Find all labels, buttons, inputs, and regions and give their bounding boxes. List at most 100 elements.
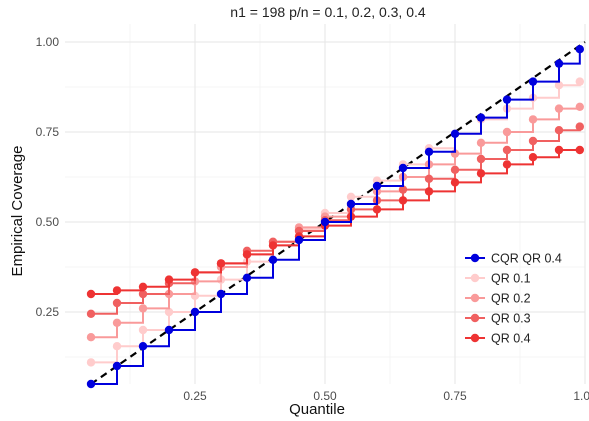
y-tick-label: 0.25 xyxy=(36,305,60,319)
series-point xyxy=(86,333,96,342)
x-tick-label: 0.50 xyxy=(313,389,337,403)
legend-item: CQR QR 0.4 xyxy=(465,252,562,266)
series-point xyxy=(575,77,584,86)
series-point xyxy=(476,138,486,147)
series-point xyxy=(424,187,434,196)
series-point xyxy=(112,361,122,371)
series-3 xyxy=(86,122,584,318)
series-point xyxy=(528,153,538,162)
x-axis-ticks: 0.25 0.50 0.75 1.00 xyxy=(183,389,589,403)
series-point xyxy=(294,235,304,245)
series-point xyxy=(476,154,486,164)
series-point xyxy=(164,275,174,284)
series-point xyxy=(528,77,538,86)
series-point xyxy=(86,289,96,299)
legend-key-point xyxy=(470,313,480,323)
legend-item: QR 0.3 xyxy=(465,312,531,326)
series-point xyxy=(216,259,226,268)
series-point xyxy=(528,115,538,124)
series-point xyxy=(372,205,382,214)
series-step-line xyxy=(91,149,580,295)
series-point xyxy=(216,289,226,299)
series-point xyxy=(138,325,148,335)
series-point xyxy=(86,379,96,389)
series-point xyxy=(268,241,278,250)
series-step-line xyxy=(91,49,581,385)
series-point xyxy=(502,160,512,169)
series-point xyxy=(138,342,148,351)
legend: CQR QR 0.4 QR 0.1 QR 0.2 QR 0.3 QR 0.4 xyxy=(465,252,562,346)
series-layer xyxy=(86,45,584,389)
series-point xyxy=(554,81,564,90)
series-point xyxy=(398,185,408,194)
series-point xyxy=(138,289,148,299)
legend-label: QR 0.4 xyxy=(491,332,531,346)
series-point xyxy=(450,165,460,174)
series-point xyxy=(138,282,148,291)
series-point xyxy=(575,145,584,155)
series-point xyxy=(554,59,564,68)
y-tick-label: 0.50 xyxy=(36,215,60,229)
x-tick-label: 1.00 xyxy=(573,389,589,403)
series-point xyxy=(575,102,584,112)
legend-key-point xyxy=(470,273,480,283)
series-point xyxy=(502,95,512,104)
series-point xyxy=(86,358,96,367)
y-axis-title: Empirical Coverage xyxy=(9,146,26,277)
series-step-line xyxy=(91,126,581,315)
y-tick-label: 1.00 xyxy=(36,35,60,49)
series-point xyxy=(575,45,584,54)
legend-key-point xyxy=(470,333,480,343)
legend-label: CQR QR 0.4 xyxy=(491,252,562,266)
series-point xyxy=(502,127,512,137)
series-point xyxy=(242,250,252,259)
series-point xyxy=(554,104,564,113)
series-point xyxy=(346,192,356,201)
legend-key-point xyxy=(470,293,480,303)
series-point xyxy=(346,199,356,209)
legend-label: QR 0.2 xyxy=(491,292,531,306)
series-point xyxy=(476,113,486,122)
series-point xyxy=(86,309,96,318)
series-point xyxy=(398,196,408,205)
series-point xyxy=(190,268,200,277)
series-point xyxy=(138,304,148,313)
series-point xyxy=(268,255,278,264)
series-point xyxy=(398,163,408,173)
series-point xyxy=(476,169,486,178)
series-point xyxy=(112,298,122,308)
series-4 xyxy=(86,145,584,299)
series-point xyxy=(502,145,512,155)
y-axis-ticks: 0.25 0.50 0.75 1.00 xyxy=(36,35,60,319)
series-point xyxy=(112,286,122,295)
y-tick-label: 0.75 xyxy=(36,125,60,139)
series-point xyxy=(164,325,174,335)
series-point xyxy=(528,136,538,146)
x-tick-label: 0.25 xyxy=(183,389,207,403)
series-point xyxy=(372,181,382,191)
series-point xyxy=(424,147,434,156)
series-0 xyxy=(86,45,584,389)
series-point xyxy=(450,178,460,187)
series-point xyxy=(112,318,122,327)
series-point xyxy=(320,217,330,227)
legend-label: QR 0.1 xyxy=(491,272,531,286)
series-point xyxy=(190,307,200,317)
x-tick-label: 0.75 xyxy=(443,389,467,403)
series-point xyxy=(575,122,584,131)
series-point xyxy=(554,126,564,135)
legend-item: QR 0.2 xyxy=(465,292,531,306)
legend-item: QR 0.1 xyxy=(465,272,531,286)
series-point xyxy=(242,273,252,282)
chart-title: n1 = 198 p/n = 0.1, 0.2, 0.3, 0.4 xyxy=(230,4,426,20)
legend-label: QR 0.3 xyxy=(491,312,531,326)
legend-key-point xyxy=(470,253,480,263)
series-point xyxy=(554,145,564,155)
x-axis-title: Quantile xyxy=(289,401,345,418)
series-point xyxy=(450,129,460,138)
legend-item: QR 0.4 xyxy=(465,332,531,346)
series-point xyxy=(164,307,174,317)
series-point xyxy=(112,342,122,351)
series-point xyxy=(424,174,434,183)
